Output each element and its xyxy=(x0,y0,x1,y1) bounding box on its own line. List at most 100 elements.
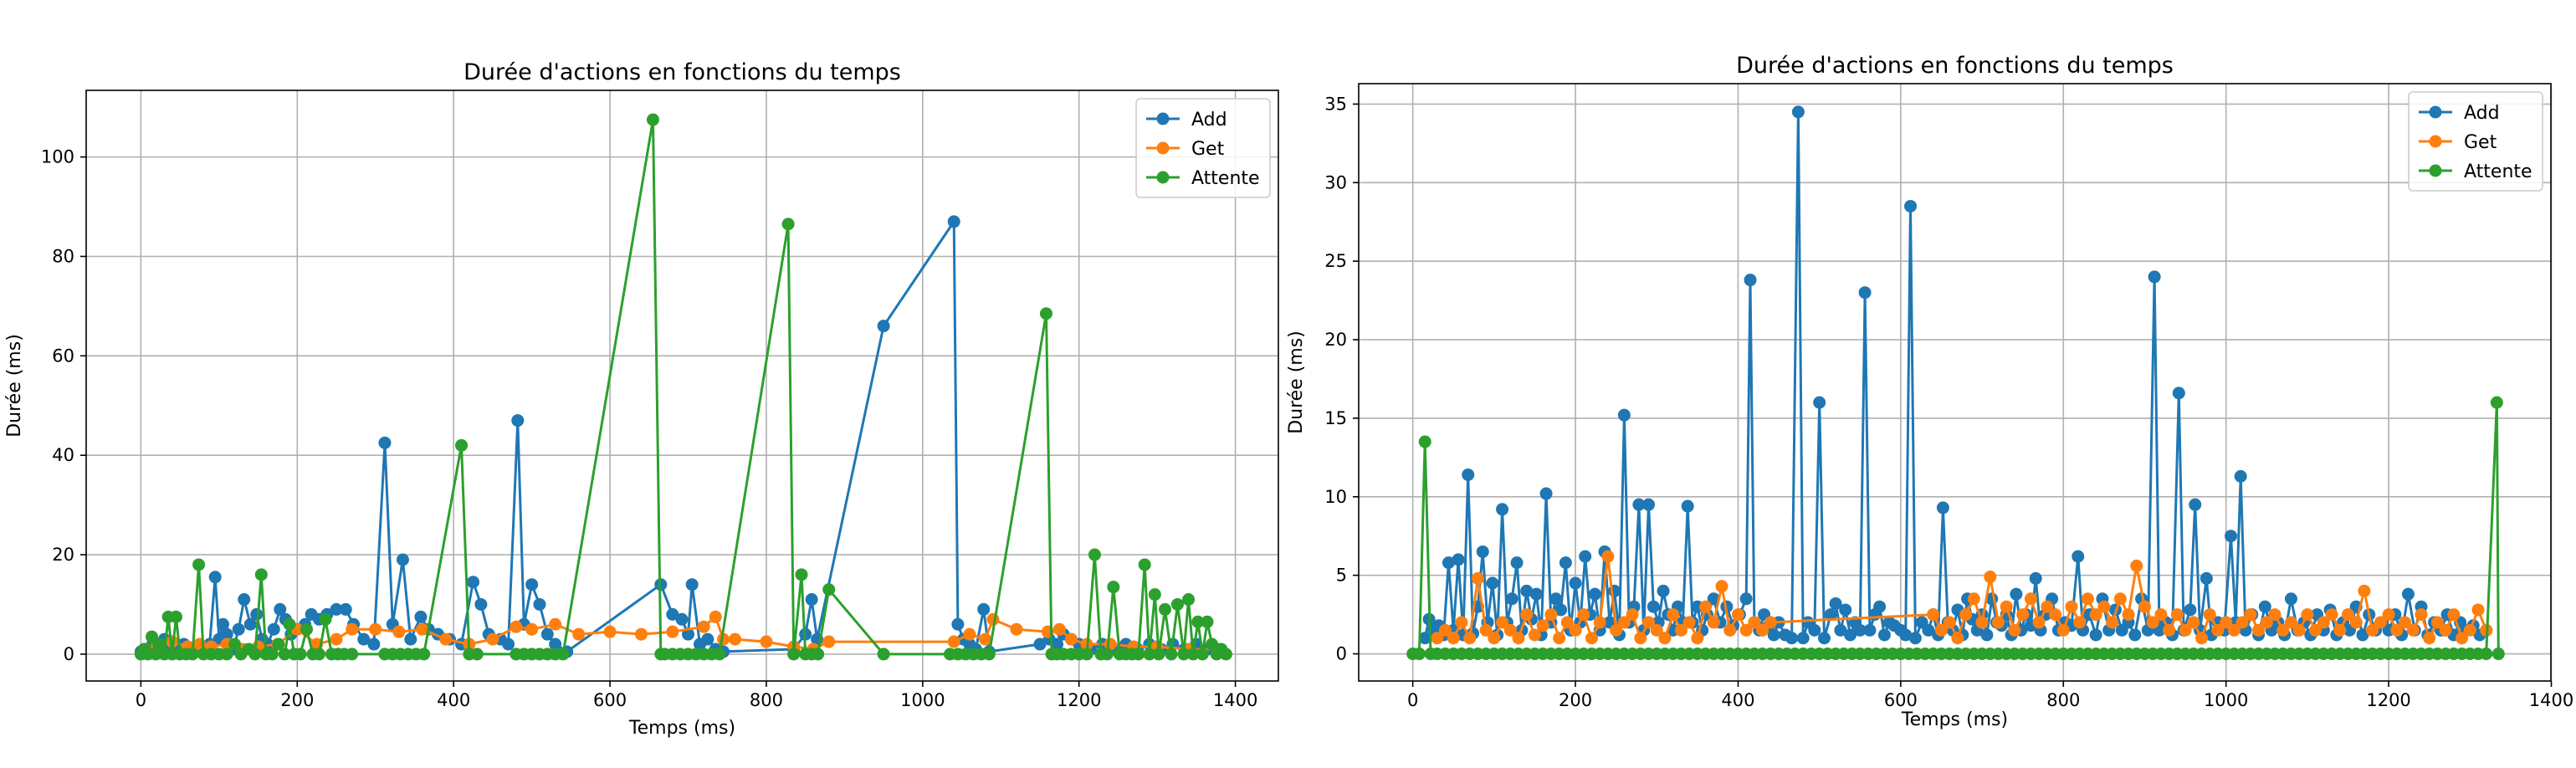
legend-marker-attente xyxy=(2429,164,2442,177)
data-point xyxy=(486,632,499,646)
x-tick-label: 200 xyxy=(1559,690,1592,710)
chart-title: Durée d'actions en fonctions du temps xyxy=(1736,53,2174,79)
legend-label-attente: Attente xyxy=(1191,168,1260,189)
data-point xyxy=(228,637,242,651)
y-tick-label: 0 xyxy=(1336,644,1347,664)
data-point xyxy=(1967,592,1980,606)
data-point xyxy=(1549,592,1563,606)
data-point xyxy=(2284,616,2297,629)
data-point xyxy=(1796,632,1810,645)
data-point xyxy=(346,622,359,636)
data-point xyxy=(1824,608,1837,622)
data-point xyxy=(2390,623,2404,637)
data-point xyxy=(1486,576,1499,590)
data-point xyxy=(238,593,251,607)
data-point xyxy=(2195,632,2209,645)
data-point xyxy=(220,648,233,661)
data-point xyxy=(396,553,409,566)
data-point xyxy=(1707,616,1720,629)
x-tick-label: 1200 xyxy=(1057,690,1101,710)
y-axis-label: Durée (ms) xyxy=(1286,330,1307,434)
data-point xyxy=(2032,616,2046,629)
data-point xyxy=(2072,550,2085,563)
data-point xyxy=(877,320,890,333)
data-point xyxy=(540,627,554,641)
data-point xyxy=(1191,615,1205,628)
data-point xyxy=(2415,608,2428,622)
data-point xyxy=(1934,623,1948,637)
data-point xyxy=(2406,623,2420,637)
data-point xyxy=(1554,603,1568,617)
data-point xyxy=(1817,632,1831,645)
data-point xyxy=(1785,632,1799,645)
data-point xyxy=(1707,592,1720,606)
y-tick-label: 60 xyxy=(52,346,74,366)
data-point xyxy=(149,648,162,661)
data-point xyxy=(1650,623,1663,637)
data-point xyxy=(248,648,262,661)
data-point xyxy=(634,627,648,641)
data-point xyxy=(1691,632,1704,645)
data-point xyxy=(2106,616,2119,629)
data-point xyxy=(525,622,539,636)
data-point xyxy=(1569,623,1582,637)
data-point xyxy=(1813,396,1826,409)
y-tick-label: 0 xyxy=(64,644,74,664)
data-point xyxy=(1739,623,1753,637)
data-point xyxy=(1739,592,1753,606)
data-point xyxy=(1219,648,1232,661)
data-point xyxy=(243,617,257,631)
data-point xyxy=(378,436,392,449)
data-point xyxy=(1148,588,1161,602)
data-point xyxy=(2456,632,2469,645)
data-point xyxy=(2260,616,2273,629)
data-point xyxy=(963,627,976,641)
y-tick-label: 80 xyxy=(52,246,74,266)
data-point xyxy=(2471,603,2485,617)
data-point xyxy=(1107,581,1120,594)
data-point xyxy=(2430,616,2444,629)
data-point xyxy=(1731,608,1744,622)
data-point xyxy=(1143,648,1156,661)
data-point xyxy=(1791,105,1805,119)
data-point xyxy=(2292,623,2306,637)
data-point xyxy=(1033,637,1047,651)
chart-panel-2: 0 200 400 600 800 1000 1200 1400 0 5 10 15 20 25 30 35 D… xyxy=(1286,53,2573,730)
data-point xyxy=(2423,632,2436,645)
data-point xyxy=(2000,600,2013,613)
data-point xyxy=(404,632,417,646)
data-point xyxy=(267,622,280,636)
data-point xyxy=(2480,648,2493,661)
data-point xyxy=(1132,648,1145,661)
data-point xyxy=(2268,608,2282,622)
data-point xyxy=(2029,571,2042,585)
legend-marker-add xyxy=(1156,112,1170,125)
data-point xyxy=(2122,608,2135,622)
data-point xyxy=(2358,584,2371,597)
data-point xyxy=(2225,530,2238,543)
data-point xyxy=(1951,632,1964,645)
data-point xyxy=(982,648,996,661)
data-point xyxy=(525,578,539,591)
data-point xyxy=(675,612,689,626)
y-tick-label: 10 xyxy=(1324,487,1347,507)
data-point xyxy=(2073,616,2087,629)
data-point xyxy=(1980,628,1994,642)
data-point xyxy=(1170,597,1184,611)
data-point xyxy=(392,625,406,638)
data-point xyxy=(2374,616,2387,629)
x-tick-label: 1000 xyxy=(2204,690,2248,710)
data-point xyxy=(1471,571,1484,585)
data-point xyxy=(1439,623,1452,637)
data-point xyxy=(2309,623,2322,637)
data-point xyxy=(1418,435,1431,448)
data-point xyxy=(2491,648,2505,661)
data-point xyxy=(1626,608,1639,622)
data-point xyxy=(1577,608,1590,622)
data-point xyxy=(1992,616,2005,629)
x-tick-label: 600 xyxy=(593,690,627,710)
data-point xyxy=(1186,648,1200,661)
data-point xyxy=(1462,468,1475,481)
data-point xyxy=(701,632,714,646)
data-point xyxy=(1853,623,1867,637)
